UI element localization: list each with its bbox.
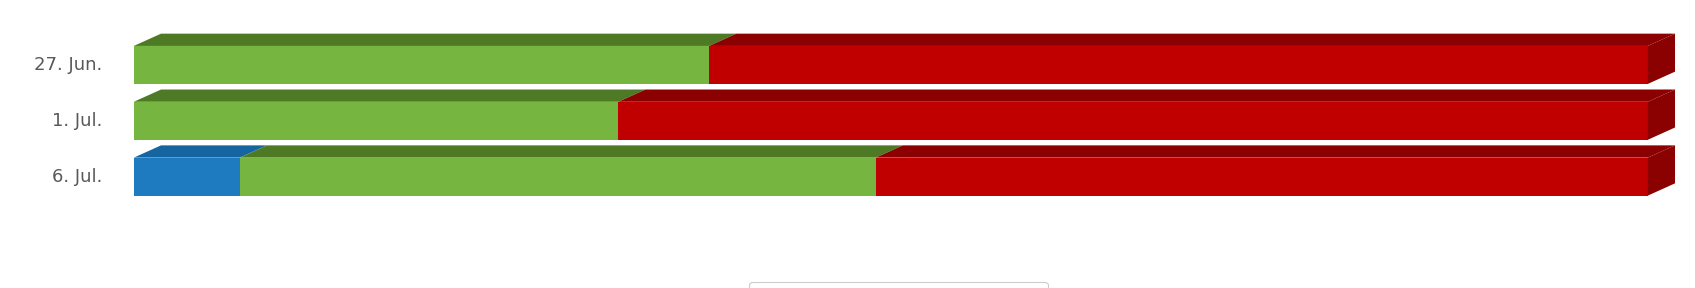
Polygon shape: [709, 34, 1675, 46]
Polygon shape: [134, 145, 268, 158]
Bar: [239, 158, 876, 196]
Polygon shape: [619, 90, 1675, 102]
Bar: [134, 46, 709, 84]
Bar: [876, 158, 1648, 196]
Polygon shape: [239, 145, 903, 158]
Bar: [709, 46, 1648, 84]
Polygon shape: [1648, 90, 1675, 140]
Bar: [134, 102, 619, 140]
Polygon shape: [1648, 145, 1675, 196]
Bar: [619, 102, 1648, 140]
Legend: Kalt, Normal, Warm: Kalt, Normal, Warm: [749, 282, 1048, 288]
Polygon shape: [134, 90, 646, 102]
Bar: [134, 158, 239, 196]
Polygon shape: [876, 145, 1675, 158]
Polygon shape: [134, 34, 736, 46]
Polygon shape: [1648, 34, 1675, 84]
